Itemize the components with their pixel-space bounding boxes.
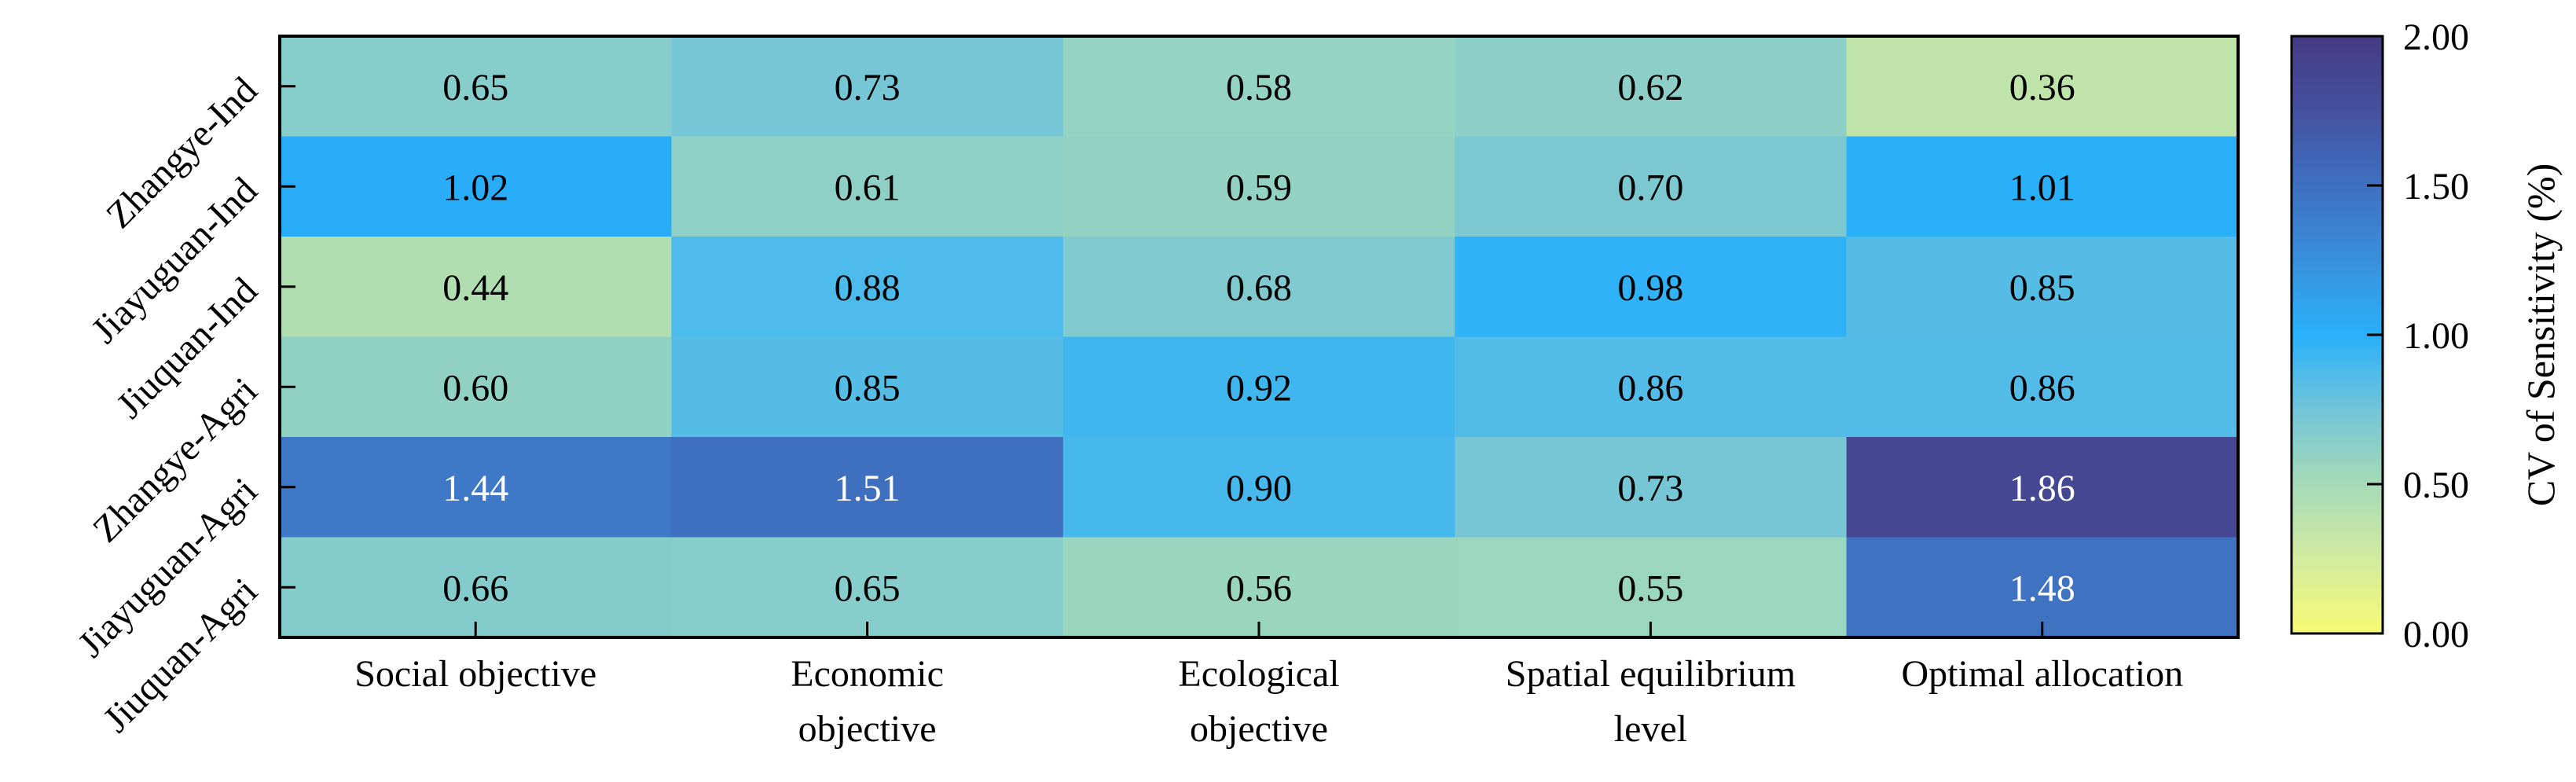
heatmap-cell: [1846, 437, 2239, 538]
y-axis: Zhangye-IndJiayuguan-IndJiuquan-IndZhang…: [70, 69, 295, 740]
x-tick-label: level: [1614, 708, 1687, 750]
cell-value-label: 0.86: [2009, 367, 2075, 409]
heatmap-cell: [1455, 36, 1848, 137]
cell-value-label: 0.62: [1617, 67, 1683, 108]
heatmap-cell: [1062, 237, 1455, 337]
colorbar-tick-label: 1.50: [2403, 166, 2469, 207]
cell-value-label: 0.85: [2009, 267, 2075, 309]
cell-value-label: 0.88: [835, 267, 901, 309]
heatmap-cell: [671, 437, 1064, 538]
x-tick-label: Social objective: [354, 653, 596, 695]
cell-value-label: 1.01: [2009, 167, 2075, 208]
heatmap-cell: [280, 136, 672, 237]
colorbar-tick-label: 0.00: [2403, 614, 2469, 655]
cell-value-label: 0.61: [835, 167, 901, 208]
cell-value-label: 0.90: [1226, 468, 1292, 509]
heatmap-cell: [280, 336, 672, 438]
x-tick-label: Ecological: [1178, 653, 1339, 695]
heatmap-cell: [1455, 336, 1848, 438]
heatmap-cell: [1455, 136, 1848, 237]
heatmap-cell: [280, 537, 672, 638]
cell-value-label: 0.98: [1617, 267, 1683, 309]
y-tick-label: Jiayuguan-Agri: [70, 470, 266, 666]
heatmap-cell: [280, 36, 672, 137]
heatmap-cell: [1062, 36, 1455, 137]
heatmap-cell: [1062, 537, 1455, 638]
heatmap-cell: [1455, 537, 1848, 638]
heatmap-cell: [1846, 136, 2239, 237]
heatmap-cell: [280, 437, 672, 538]
cell-value-label: 0.55: [1617, 567, 1683, 609]
colorbar: 0.00 0.50 1.00 1.50 2.00 CV of Sensitivity (…: [2290, 17, 2563, 655]
heatmap-cell: [1062, 336, 1455, 438]
cell-value-label: 0.60: [442, 367, 508, 409]
colorbar-tick-label: 0.50: [2403, 464, 2469, 506]
x-tick-label: objective: [798, 708, 937, 750]
x-tick-label: Spatial equilibrium: [1506, 653, 1796, 695]
heatmap-cell: [671, 237, 1064, 337]
heatmap-cell: [1062, 437, 1455, 538]
cell-value-label: 0.56: [1226, 567, 1292, 609]
colorbar-tick-label: 1.00: [2403, 315, 2469, 357]
x-tick-label: objective: [1190, 708, 1328, 750]
cell-value-label: 0.68: [1226, 267, 1292, 309]
cell-value-label: 1.48: [2009, 567, 2075, 609]
cell-value-label: 0.44: [442, 267, 508, 309]
heatmap-cell: [671, 136, 1064, 237]
colorbar-label: CV of Sensitivity (%): [2519, 163, 2563, 507]
x-axis: Social objective Economic objective Ecologi…: [354, 622, 2183, 750]
cell-value-label: 0.36: [2009, 67, 2075, 108]
cell-value-label: 0.66: [442, 567, 508, 609]
cell-value-label: 0.65: [442, 67, 508, 108]
cell-value-label: 0.58: [1226, 67, 1292, 108]
cell-value-label: 1.02: [442, 167, 508, 208]
cell-value-label: 0.85: [835, 367, 901, 409]
colorbar-ticks: 0.00 0.50 1.00 1.50 2.00: [2367, 17, 2469, 655]
heatmap-cell: [1846, 36, 2239, 137]
heatmap-cell: [1455, 237, 1848, 337]
heatmap-cell: [671, 36, 1064, 137]
heatmap-cells: [280, 36, 2239, 638]
cell-value-label: 1.44: [442, 468, 508, 509]
colorbar-tick-label: 2.00: [2403, 17, 2469, 58]
heatmap-cell: [671, 336, 1064, 438]
cell-value-label: 0.73: [1617, 468, 1683, 509]
cell-value-label: 0.73: [835, 67, 901, 108]
heatmap-cell: [1455, 437, 1848, 538]
cell-value-label: 0.59: [1226, 167, 1292, 208]
heatmap-cell: [280, 237, 672, 337]
heatmap-cell: [1846, 336, 2239, 438]
x-tick-label: Optimal allocation: [1902, 653, 2184, 695]
cell-value-label: 1.51: [835, 468, 901, 509]
cell-value-label: 1.86: [2009, 468, 2075, 509]
heatmap-cell: [1846, 537, 2239, 638]
cell-value-label: 0.70: [1617, 167, 1683, 208]
heatmap-cell: [671, 537, 1064, 638]
cell-value-label: 0.86: [1617, 367, 1683, 409]
cell-value-label: 0.65: [835, 567, 901, 609]
x-tick-label: Economic: [791, 653, 944, 695]
cell-labels: 0.65 0.73 0.58 0.62 0.36 1.02 0.61 0.59 0.70 1.01…: [442, 67, 2075, 610]
heatmap-cell: [1062, 136, 1455, 237]
heatmap-cell: [1846, 237, 2239, 337]
cell-value-label: 0.92: [1226, 367, 1292, 409]
